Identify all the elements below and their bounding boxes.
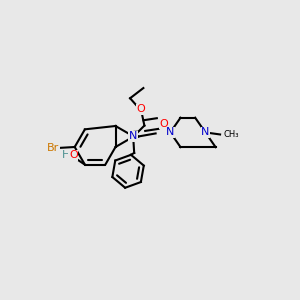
Text: N: N bbox=[201, 128, 210, 137]
Text: CH₃: CH₃ bbox=[224, 130, 239, 139]
Text: O: O bbox=[136, 104, 145, 114]
Text: O: O bbox=[69, 150, 78, 160]
Text: N: N bbox=[129, 131, 137, 141]
Text: Br: Br bbox=[47, 143, 59, 153]
Text: H: H bbox=[62, 150, 71, 160]
Text: N: N bbox=[166, 128, 175, 137]
Text: O: O bbox=[159, 118, 168, 128]
